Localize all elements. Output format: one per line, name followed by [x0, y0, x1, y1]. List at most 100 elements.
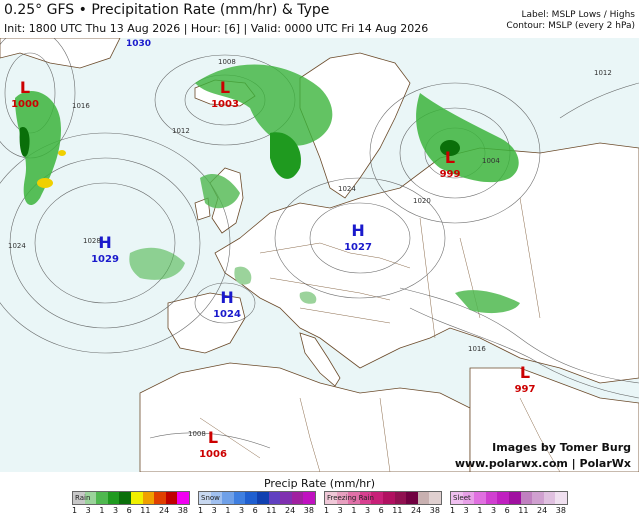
legend-title: Precip Rate (mm/hr) — [263, 477, 375, 490]
contour-label: 1012 — [172, 127, 190, 135]
colorbar-tick: 3 — [463, 506, 469, 515]
colorbar-segment — [555, 492, 567, 504]
colorbar-segment — [417, 492, 430, 504]
low-pressure-center: L 999 — [440, 148, 461, 180]
colorbar-segment — [73, 492, 85, 504]
colorbar-segment — [462, 492, 475, 504]
header: 0.25° GFS • Precipitation Rate (mm/hr) &… — [0, 0, 639, 38]
snow-ticks: 1 3 1 3 6 11 24 38 — [198, 506, 314, 515]
colorbar-tick: 38 — [303, 506, 314, 515]
colorbar-segment — [130, 492, 143, 504]
svg-text:1024: 1024 — [213, 309, 241, 320]
colorbar-segment — [543, 492, 556, 504]
pressure-centers: L 1000 L 1003 L 999 L 997 L 1006 H 1029 — [11, 78, 535, 460]
svg-text:L: L — [20, 78, 30, 97]
contour-label: 1008 — [188, 430, 206, 438]
colorbar-tick: 3 — [364, 506, 371, 515]
colorbar-segment — [96, 492, 108, 504]
colorbar-tick: 11 — [266, 506, 277, 515]
colorbar-segment — [485, 492, 498, 504]
svg-text:H: H — [351, 221, 364, 240]
colorbar-segment — [406, 492, 418, 504]
colorbar-tick: 11 — [140, 506, 151, 515]
map-canvas: L 1000 L 1003 L 999 L 997 L 1006 H 1029 — [0, 38, 639, 472]
contour-labels: 1030 1008 1016 1012 1024 1028 1020 1004 … — [8, 39, 612, 438]
colorbar-segment — [497, 492, 509, 504]
colorbar-tick: 3 — [85, 506, 91, 515]
colorbar-label: Freezing Rain — [327, 494, 374, 502]
freezing-rain-ticks: 1 3 1 3 6 11 24 38 — [324, 506, 440, 515]
svg-text:L: L — [208, 428, 218, 447]
colorbar-segment — [508, 492, 521, 504]
svg-text:1000: 1000 — [11, 99, 39, 110]
colorbar-tick: 1 — [351, 506, 357, 515]
contour-label: 1030 — [126, 39, 151, 49]
colorbar-segment — [245, 492, 257, 504]
colorbar-segment — [199, 492, 211, 504]
colorbar-segment — [291, 492, 304, 504]
credit-website: www.polarwx.com | PolarWx — [454, 457, 631, 470]
page-title: 0.25° GFS • Precipitation Rate (mm/hr) &… — [4, 2, 330, 18]
colorbar-segment — [382, 492, 395, 504]
colorbar-segment — [325, 492, 337, 504]
contour-label: 1012 — [594, 69, 612, 77]
contour-label: 1024 — [8, 242, 26, 250]
contour-legend-line: Contour: MSLP (every 2 hPa) — [506, 21, 635, 31]
colorbar-segment — [165, 492, 178, 504]
colorbar-tick: 24 — [411, 506, 422, 515]
colorbar-tick: 1 — [324, 506, 330, 515]
colorbar-tick: 3 — [490, 506, 497, 515]
colorbar-tick: 24 — [285, 506, 296, 515]
low-pressure-center: L 1003 — [211, 78, 239, 110]
high-pressure-center: H 1029 — [91, 233, 119, 265]
colorbar-tick: 11 — [392, 506, 403, 515]
colorbar-tick: 38 — [177, 506, 188, 515]
low-pressure-center: L 1006 — [199, 428, 227, 460]
label-legend: Label: MSLP Lows / Highs Contour: MSLP (… — [506, 10, 635, 32]
colorbar-tick: 24 — [537, 506, 548, 515]
svg-text:1029: 1029 — [91, 254, 119, 265]
colorbar-segment — [256, 492, 269, 504]
colorbar-tick: 38 — [555, 506, 566, 515]
contour-label: 1008 — [218, 58, 236, 66]
colorbar-label: Snow — [201, 494, 220, 502]
colorbar-tick: 38 — [429, 506, 440, 515]
contour-label: 1028 — [83, 237, 101, 245]
svg-text:L: L — [220, 78, 230, 97]
colorbar-tick: 3 — [211, 506, 217, 515]
colorbar-tick: 6 — [504, 506, 510, 515]
svg-text:H: H — [220, 288, 233, 307]
snow-colorbar: Snow — [198, 491, 316, 505]
svg-text:1003: 1003 — [211, 99, 239, 110]
svg-text:1027: 1027 — [344, 242, 372, 253]
colorbar-segment — [222, 492, 234, 504]
colorbar-segment — [520, 492, 533, 504]
high-pressure-center: H 1027 — [344, 221, 372, 253]
colorbar-tick: 3 — [337, 506, 343, 515]
colorbar-segment — [210, 492, 223, 504]
colorbar-tick: 1 — [225, 506, 231, 515]
colorbar-segment — [107, 492, 120, 504]
svg-text:997: 997 — [515, 384, 536, 395]
label-legend-line: Label: MSLP Lows / Highs — [521, 10, 636, 20]
sleet-ticks: 1 3 1 3 6 11 24 38 — [450, 506, 566, 515]
weather-map[interactable]: L 1000 L 1003 L 999 L 997 L 1006 H 1029 — [0, 38, 639, 472]
colorbar-tick: 6 — [378, 506, 384, 515]
colorbar-segment — [336, 492, 349, 504]
colorbar-tick: 1 — [72, 506, 78, 515]
credit-author: Images by Tomer Burg — [492, 441, 631, 454]
colorbar-tick: 1 — [198, 506, 204, 515]
colorbar-segment — [268, 492, 281, 504]
colorbar-segment — [84, 492, 97, 504]
contour-label: 1016 — [72, 102, 90, 110]
svg-text:999: 999 — [440, 169, 461, 180]
colorbar-tick: 6 — [252, 506, 258, 515]
colorbar-tick: 11 — [518, 506, 529, 515]
colorbar-tick: 6 — [126, 506, 132, 515]
colorbar-tick: 3 — [112, 506, 119, 515]
colorbar-segment — [394, 492, 407, 504]
svg-text:1006: 1006 — [199, 449, 227, 460]
precip-layer — [15, 64, 520, 314]
contour-label: 1016 — [468, 345, 486, 353]
isobar-layer — [0, 38, 639, 449]
